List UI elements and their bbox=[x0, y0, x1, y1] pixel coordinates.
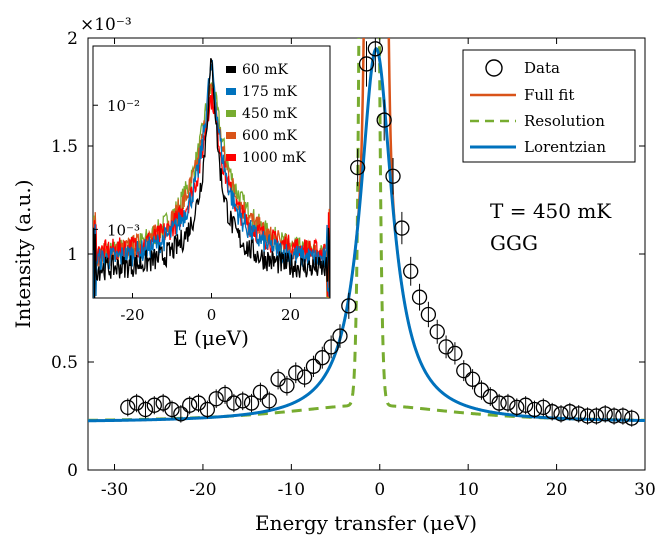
inset-x-axis-title: E (μeV) bbox=[173, 326, 249, 350]
legend-symbol-data bbox=[485, 59, 503, 77]
data-point bbox=[579, 408, 596, 424]
data-point bbox=[517, 397, 534, 413]
data-point bbox=[411, 289, 428, 305]
y-tick-label: 0 bbox=[67, 461, 78, 481]
data-point bbox=[394, 220, 410, 236]
data-point bbox=[261, 393, 277, 409]
inset-x-tick-label: -20 bbox=[120, 306, 144, 324]
data-point bbox=[208, 391, 224, 407]
data-point bbox=[624, 410, 640, 426]
data-point bbox=[217, 386, 233, 403]
inset-y-tick-label: 10⁻³ bbox=[107, 221, 140, 239]
legend-label-lorentzian: Lorentzian bbox=[524, 138, 606, 156]
inset-y-tick-label: 10⁻² bbox=[107, 97, 140, 115]
main-legend-box bbox=[462, 49, 636, 163]
data-point bbox=[164, 401, 180, 418]
data-point bbox=[199, 401, 216, 418]
x-tick-label: 10 bbox=[457, 480, 479, 500]
data-point bbox=[526, 401, 543, 418]
data-point bbox=[429, 324, 445, 340]
inset-legend-label: 1000 mK bbox=[242, 150, 306, 166]
sample-annotation: GGG bbox=[490, 231, 538, 255]
data-point bbox=[235, 393, 251, 409]
data-point bbox=[464, 371, 481, 387]
data-point bbox=[323, 339, 339, 355]
inset-legend-swatch bbox=[226, 154, 236, 161]
data-point bbox=[456, 362, 472, 379]
y-tick-label: 1.5 bbox=[51, 137, 78, 157]
x-tick-label: -10 bbox=[278, 480, 305, 500]
inset-legend: 60 mK 175 mK 450 mK 600 mK 1000 mK bbox=[226, 62, 306, 166]
main-marks bbox=[88, 38, 645, 427]
data-point bbox=[403, 263, 419, 279]
x-tick-label: 30 bbox=[634, 480, 656, 500]
inset-legend-swatch bbox=[226, 110, 236, 117]
y-tick-label: 0.5 bbox=[51, 353, 78, 373]
data-point bbox=[571, 406, 587, 422]
data-point bbox=[305, 358, 322, 374]
data-point bbox=[509, 399, 525, 416]
y-tick-label: 1 bbox=[67, 245, 78, 265]
inset-legend-swatch bbox=[226, 132, 236, 139]
inset-legend-label: 600 mK bbox=[242, 128, 297, 144]
legend-label-full-fit: Full fit bbox=[524, 86, 574, 104]
x-tick-label: 0 bbox=[374, 480, 385, 500]
y-multiplier: ×10⁻³ bbox=[80, 15, 132, 35]
data-point bbox=[182, 397, 198, 413]
inset-legend-label: 60 mK bbox=[242, 62, 289, 78]
data-point bbox=[376, 112, 392, 128]
data-point bbox=[252, 384, 269, 400]
main-legend: Data Full fit Resolution Lorentzian bbox=[462, 49, 636, 163]
legend-label-data: Data bbox=[524, 59, 560, 77]
y-tick-label: 2 bbox=[67, 29, 78, 49]
x-axis-title: Energy transfer (μeV) bbox=[255, 511, 477, 535]
x-tick-label: 20 bbox=[546, 480, 568, 500]
data-point bbox=[535, 399, 551, 416]
data-point bbox=[226, 395, 242, 411]
x-tick-label: -30 bbox=[101, 480, 128, 500]
data-point bbox=[606, 408, 622, 424]
data-point bbox=[173, 406, 189, 422]
data-point bbox=[385, 168, 401, 184]
data-point bbox=[447, 345, 463, 362]
data-point bbox=[243, 395, 260, 411]
main-axes: -30 -20 -10 0 10 20 30 0 0.5 1 1.5 2 bbox=[51, 29, 656, 500]
data-point bbox=[120, 399, 136, 416]
inset-series-line bbox=[93, 57, 330, 298]
data-point bbox=[367, 41, 383, 57]
inset-x-tick-label: 20 bbox=[281, 306, 300, 324]
data-point bbox=[588, 408, 605, 424]
legend-label-resolution: Resolution bbox=[524, 112, 605, 130]
inset-legend-swatch bbox=[226, 88, 236, 95]
data-point bbox=[288, 365, 304, 381]
inset-marks bbox=[93, 57, 330, 298]
data-point bbox=[314, 350, 330, 366]
data-point bbox=[332, 328, 348, 344]
data-point bbox=[358, 56, 375, 72]
data-point bbox=[500, 395, 516, 411]
data-point bbox=[296, 369, 313, 385]
data-point bbox=[146, 397, 162, 413]
data-point bbox=[137, 401, 154, 418]
data-point bbox=[615, 408, 631, 424]
inset-series-line bbox=[93, 59, 330, 298]
data-point bbox=[341, 298, 357, 314]
data-point bbox=[562, 404, 578, 420]
temperature-annotation: T = 450 mK bbox=[490, 199, 612, 223]
x-tick-label: -20 bbox=[189, 480, 216, 500]
y-axis-title: Intensity (a.u.) bbox=[11, 179, 35, 328]
data-point bbox=[553, 406, 569, 422]
data-point bbox=[420, 306, 437, 323]
inset-x-tick-label: 0 bbox=[207, 306, 217, 324]
data-point bbox=[491, 395, 507, 411]
data-point bbox=[279, 378, 295, 394]
inset-legend-swatch bbox=[226, 66, 236, 73]
data-point bbox=[350, 159, 366, 176]
data-point bbox=[544, 404, 560, 420]
inset-legend-label: 175 mK bbox=[242, 84, 297, 100]
inset-axes: -20 0 20 10⁻² 10⁻³ bbox=[93, 97, 300, 324]
inset-legend-label: 450 mK bbox=[242, 106, 297, 122]
data-point bbox=[597, 406, 613, 422]
